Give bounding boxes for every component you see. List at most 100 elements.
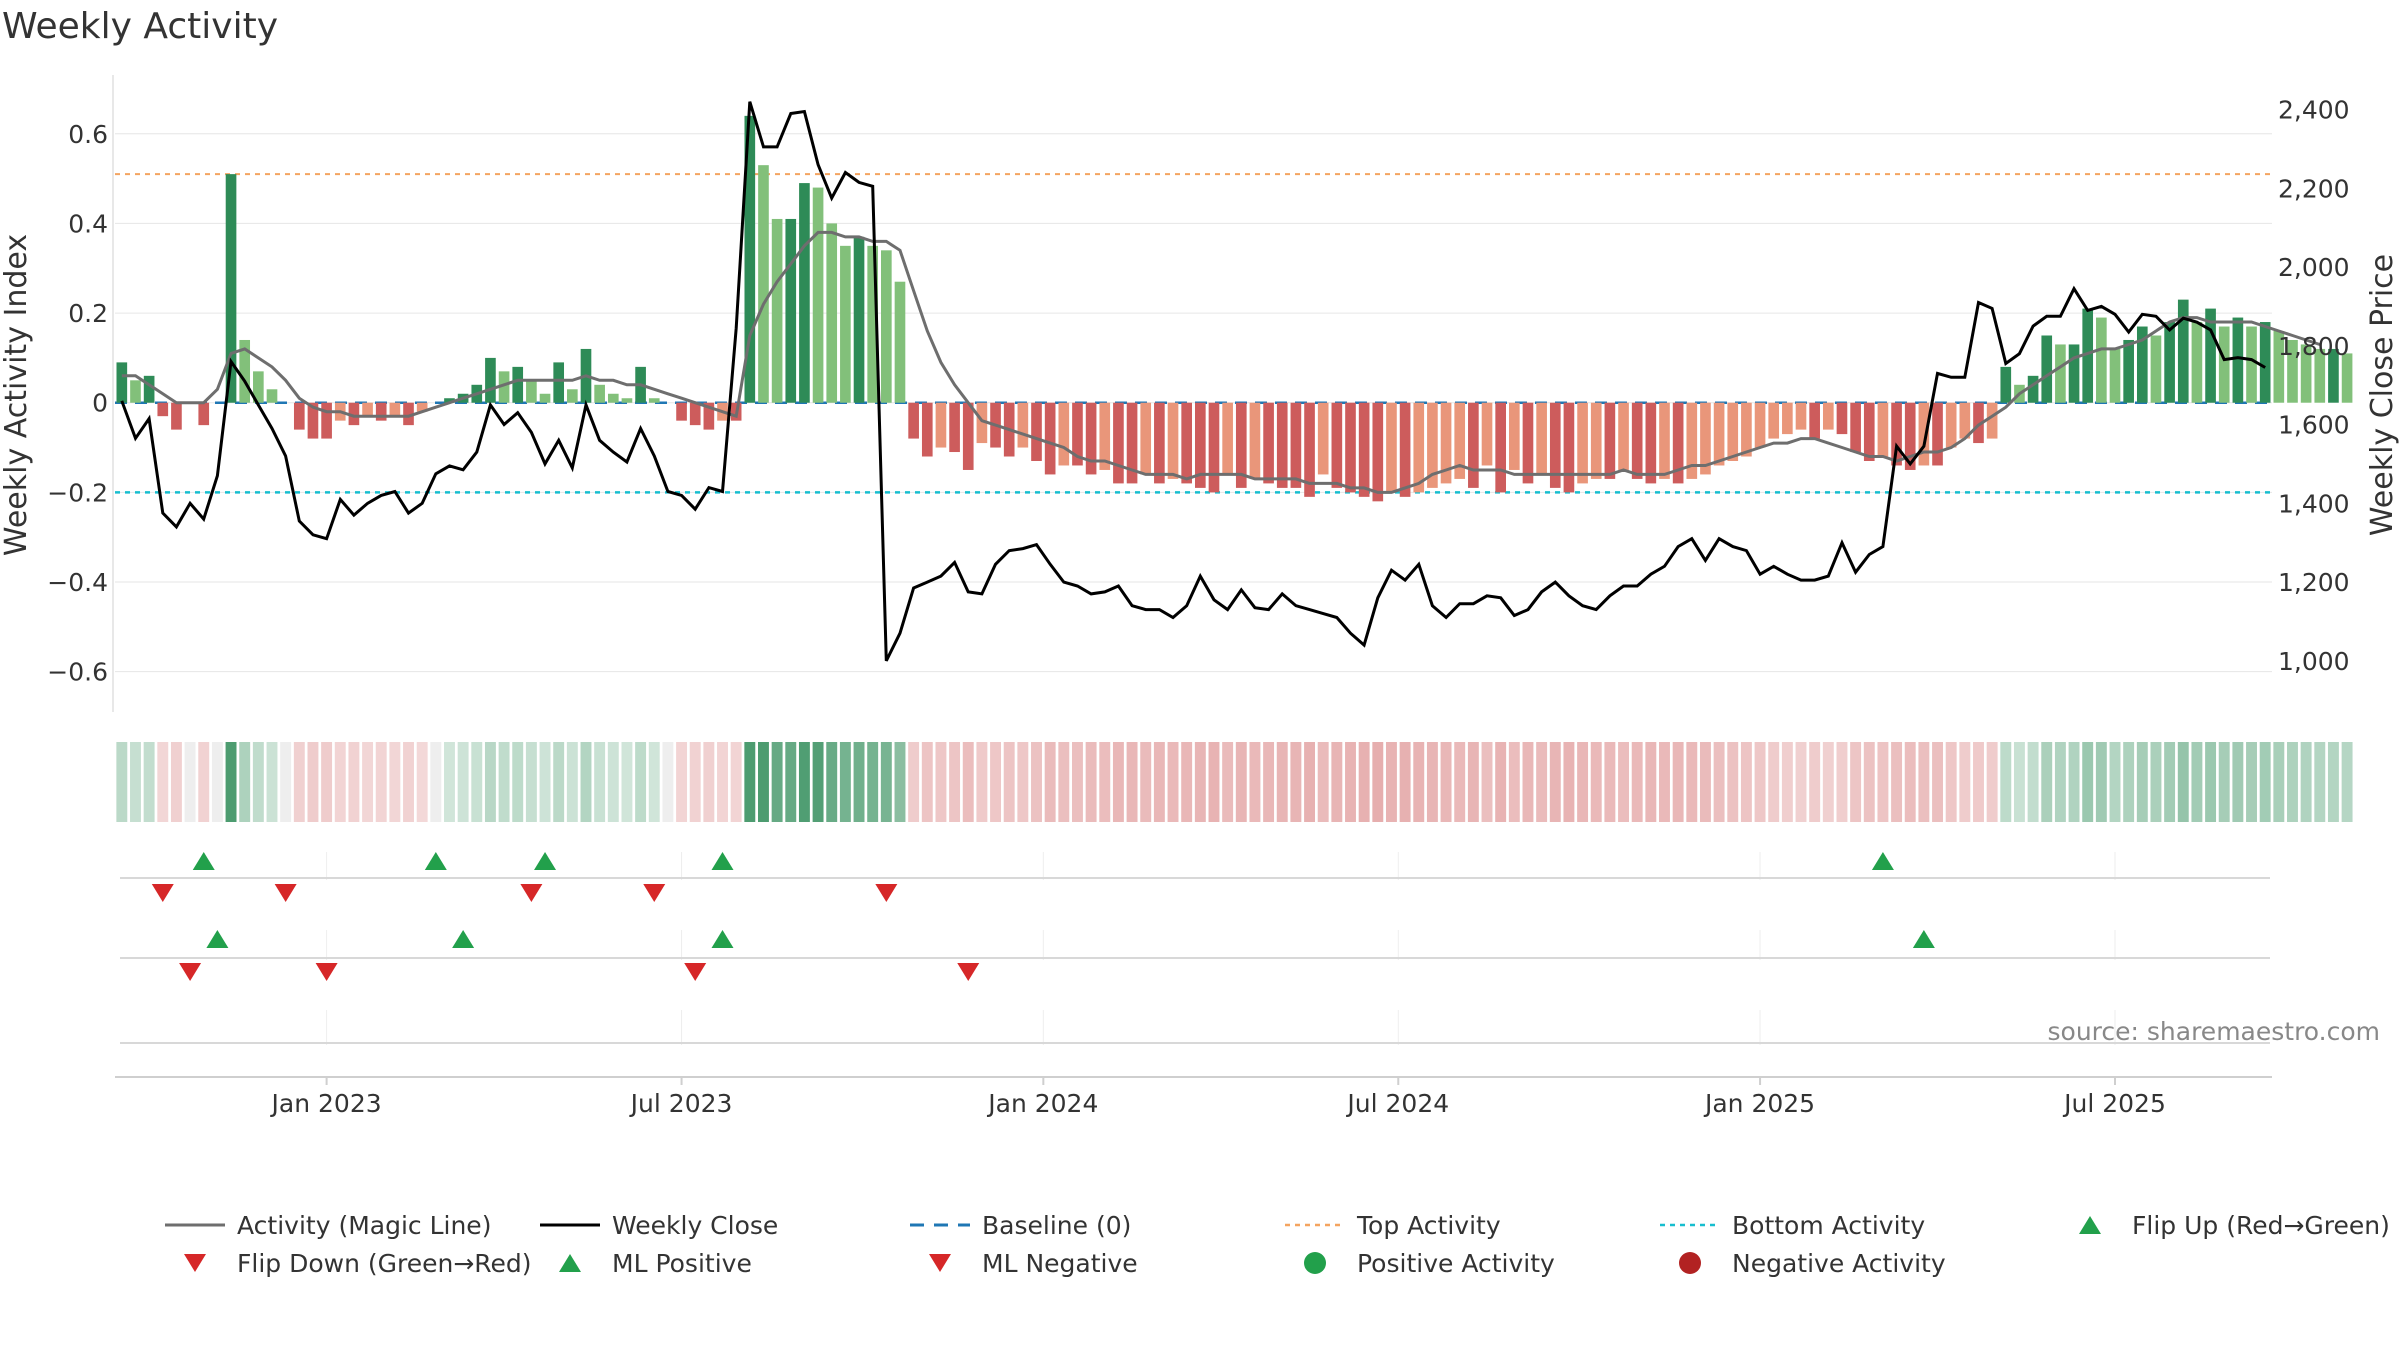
activity-bar: [1195, 402, 1206, 488]
activity-bar: [621, 398, 633, 403]
activity-bars: [116, 115, 2353, 502]
y-axis-right: 2,400 2,200 2,000 1,800 1,600 1,400 1,200 1,000: [2278, 96, 2350, 676]
activity-bar: [1113, 402, 1124, 484]
y-left-tick-label: −0.4: [47, 568, 108, 597]
heat-cell: [211, 742, 223, 822]
activity-bar: [1331, 402, 1343, 488]
chart-title: Weekly Activity: [2, 6, 278, 47]
activity-bar: [2027, 375, 2039, 403]
activity-bar: [648, 398, 660, 403]
activity-bar: [1167, 402, 1179, 479]
heat-cell: [2191, 742, 2203, 822]
legend-swatch: [2079, 1216, 2101, 1234]
signal-markers: [115, 852, 2272, 1078]
heat-cell: [1973, 742, 1984, 822]
activity-bar: [1945, 402, 1957, 448]
activity-bar: [225, 174, 237, 403]
activity-bar: [1440, 402, 1452, 484]
y-left-tick-label: 0.4: [68, 209, 108, 238]
heat-cell: [2150, 742, 2162, 822]
activity-bar: [2123, 339, 2134, 403]
legend-label: Positive Activity: [1357, 1249, 1555, 1278]
activity-bar: [1290, 402, 1302, 488]
activity-bar: [2000, 366, 2012, 403]
activity-bar: [2218, 326, 2230, 403]
heat-cell: [1208, 742, 1220, 822]
heat-cell: [1754, 742, 1766, 822]
activity-bar: [2068, 344, 2080, 403]
heat-cell: [130, 742, 141, 822]
heat-cell: [1945, 742, 1957, 822]
heat-cell: [758, 742, 769, 822]
y-right-tick-label: 1,000: [2278, 647, 2350, 676]
heat-cell: [648, 742, 660, 822]
activity-bar: [2150, 335, 2162, 403]
heat-cell: [976, 742, 988, 822]
heat-cell: [1263, 742, 1275, 822]
flip-down-marker: [520, 884, 543, 902]
heat-cell: [1563, 742, 1575, 822]
heat-cell: [1454, 742, 1466, 822]
activity-bar: [703, 402, 715, 430]
heat-cell: [607, 742, 619, 822]
legend-label: Flip Up (Red→Green): [2132, 1211, 2390, 1240]
heat-cell: [594, 742, 606, 822]
activity-bar: [1590, 402, 1602, 479]
heat-cell: [430, 742, 442, 822]
activity-bar: [1768, 402, 1780, 439]
activity-bar: [553, 362, 565, 403]
heat-cell: [1740, 742, 1752, 822]
heat-cell: [239, 742, 251, 822]
activity-bar: [758, 165, 769, 403]
heat-cell: [484, 742, 496, 822]
activity-bar: [1235, 402, 1247, 488]
heat-cell: [785, 742, 797, 822]
activity-bar: [1904, 402, 1916, 470]
activity-bar: [1154, 402, 1165, 484]
activity-bar: [389, 402, 401, 417]
activity-bar: [1782, 402, 1793, 435]
activity-bar: [2273, 331, 2285, 403]
activity-bar: [2341, 353, 2353, 403]
activity-bar: [2259, 322, 2271, 403]
activity-bar: [1836, 402, 1848, 435]
heat-cell: [1385, 742, 1397, 822]
activity-bar: [1017, 402, 1029, 448]
heat-cell: [1112, 742, 1124, 822]
activity-bar: [1317, 402, 1329, 475]
activity-bar: [362, 402, 373, 417]
ml-negative-marker: [684, 963, 707, 981]
activity-bar: [676, 402, 687, 421]
y-left-tick-label: −0.6: [47, 658, 108, 687]
activity-bar: [1672, 402, 1684, 484]
heat-cell: [170, 742, 182, 822]
activity-bar: [1140, 402, 1152, 475]
heat-cell: [1317, 742, 1329, 822]
activity-bar: [2232, 317, 2244, 403]
heat-cell: [812, 742, 824, 822]
activity-bar: [266, 389, 278, 403]
heat-cell: [1699, 742, 1711, 822]
activity-bar: [1618, 402, 1629, 470]
heat-cell: [1031, 742, 1042, 822]
ml-positive-marker: [1912, 930, 1935, 948]
activity-bar: [1263, 402, 1274, 484]
activity-bar: [1085, 402, 1097, 475]
heat-cell: [389, 742, 401, 822]
heat-cell: [1003, 742, 1015, 822]
heat-cell: [1850, 742, 1862, 822]
ml-positive-marker: [711, 930, 734, 948]
heat-cell: [1877, 742, 1889, 822]
heat-cell: [116, 742, 128, 822]
activity-bar: [1877, 402, 1889, 457]
activity-bar: [348, 402, 360, 426]
heat-cell: [1372, 742, 1384, 822]
activity-bar: [485, 357, 496, 403]
heat-cell: [1590, 742, 1602, 822]
activity-bar: [1276, 402, 1288, 488]
heat-cell: [498, 742, 510, 822]
activity-bar: [1386, 402, 1397, 493]
x-tick-label: Jan 2023: [270, 1089, 382, 1118]
heat-cell: [2123, 742, 2135, 822]
activity-bar: [1973, 402, 1984, 444]
